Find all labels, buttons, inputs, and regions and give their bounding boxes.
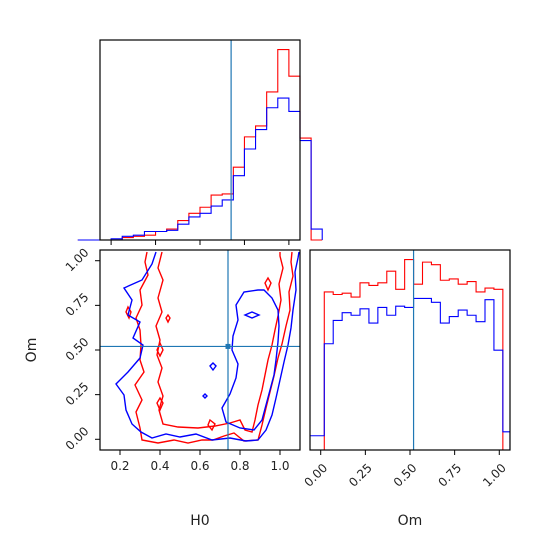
- contour-red-island-1: [125, 305, 132, 320]
- contour-red-island-3: [156, 341, 164, 358]
- contour-red-island-6: [207, 418, 216, 432]
- contour-area: [115, 251, 300, 444]
- h0-histogram-bars: [77, 48, 323, 241]
- x-tick-label: 0.2: [110, 459, 129, 473]
- om-histogram-frame: [309, 249, 511, 451]
- h0-histogram-ticks: [110, 240, 290, 245]
- contour-blue-island-1: [209, 362, 217, 372]
- om-x-tick-label: 1.00: [480, 461, 509, 490]
- om-hist-red: [310, 258, 510, 450]
- contour-red-island-2: [165, 313, 171, 324]
- truth-crosshair: [100, 250, 300, 450]
- contour-red-island-5: [264, 276, 272, 292]
- truth-marker: [225, 343, 231, 349]
- h0-om-contour-panel: 0.2 0.4 0.6 0.8 1.0 0.00 0.25 0.50 0.75 1.00 H0 O…: [24, 245, 301, 529]
- h0-histogram-panel: [77, 39, 323, 245]
- contour-blue-island-3: [243, 311, 261, 319]
- contour-blue-inner: [221, 289, 280, 431]
- y-tick-label: 0.75: [63, 290, 92, 319]
- y-tick-label: 1.00: [63, 245, 92, 274]
- contour-red-outer: [134, 251, 294, 444]
- x-axis-label-h0: H0: [190, 513, 209, 529]
- om-x-tick-label: 0.25: [346, 461, 375, 490]
- contour-blue-outer: [115, 251, 300, 442]
- h0-hist-red: [77, 48, 323, 241]
- om-histogram-panel: 0.00 0.25 0.50 0.75 1.00 Om: [301, 249, 511, 529]
- h0-hist-blue: [77, 97, 323, 241]
- om-x-tick-label: 0.00: [301, 461, 330, 490]
- om-x-tick-label: 0.75: [435, 461, 464, 490]
- x-tick-label: 0.4: [150, 459, 169, 473]
- y-axis-label-om: Om: [24, 338, 40, 363]
- contour-ticks: 0.2 0.4 0.6 0.8 1.0 0.00 0.25 0.50 0.75 1.00: [63, 245, 290, 473]
- y-tick-label: 0.50: [63, 335, 92, 364]
- x-tick-label: 0.8: [230, 459, 249, 473]
- y-tick-label: 0.00: [63, 424, 92, 453]
- om-histogram-bars: [310, 258, 510, 450]
- contour-red-inner: [155, 251, 284, 433]
- om-histogram-ticks: 0.00 0.25 0.50 0.75 1.00: [301, 450, 509, 490]
- contour-blue-island-2: [202, 393, 208, 399]
- contour-red-island-4: [156, 396, 164, 412]
- om-hist-blue: [310, 297, 510, 450]
- x-tick-label: 0.6: [190, 459, 209, 473]
- x-axis-label-om: Om: [398, 513, 423, 529]
- x-tick-label: 1.0: [270, 459, 289, 473]
- om-x-tick-label: 0.50: [391, 461, 420, 490]
- y-tick-label: 0.25: [63, 379, 92, 408]
